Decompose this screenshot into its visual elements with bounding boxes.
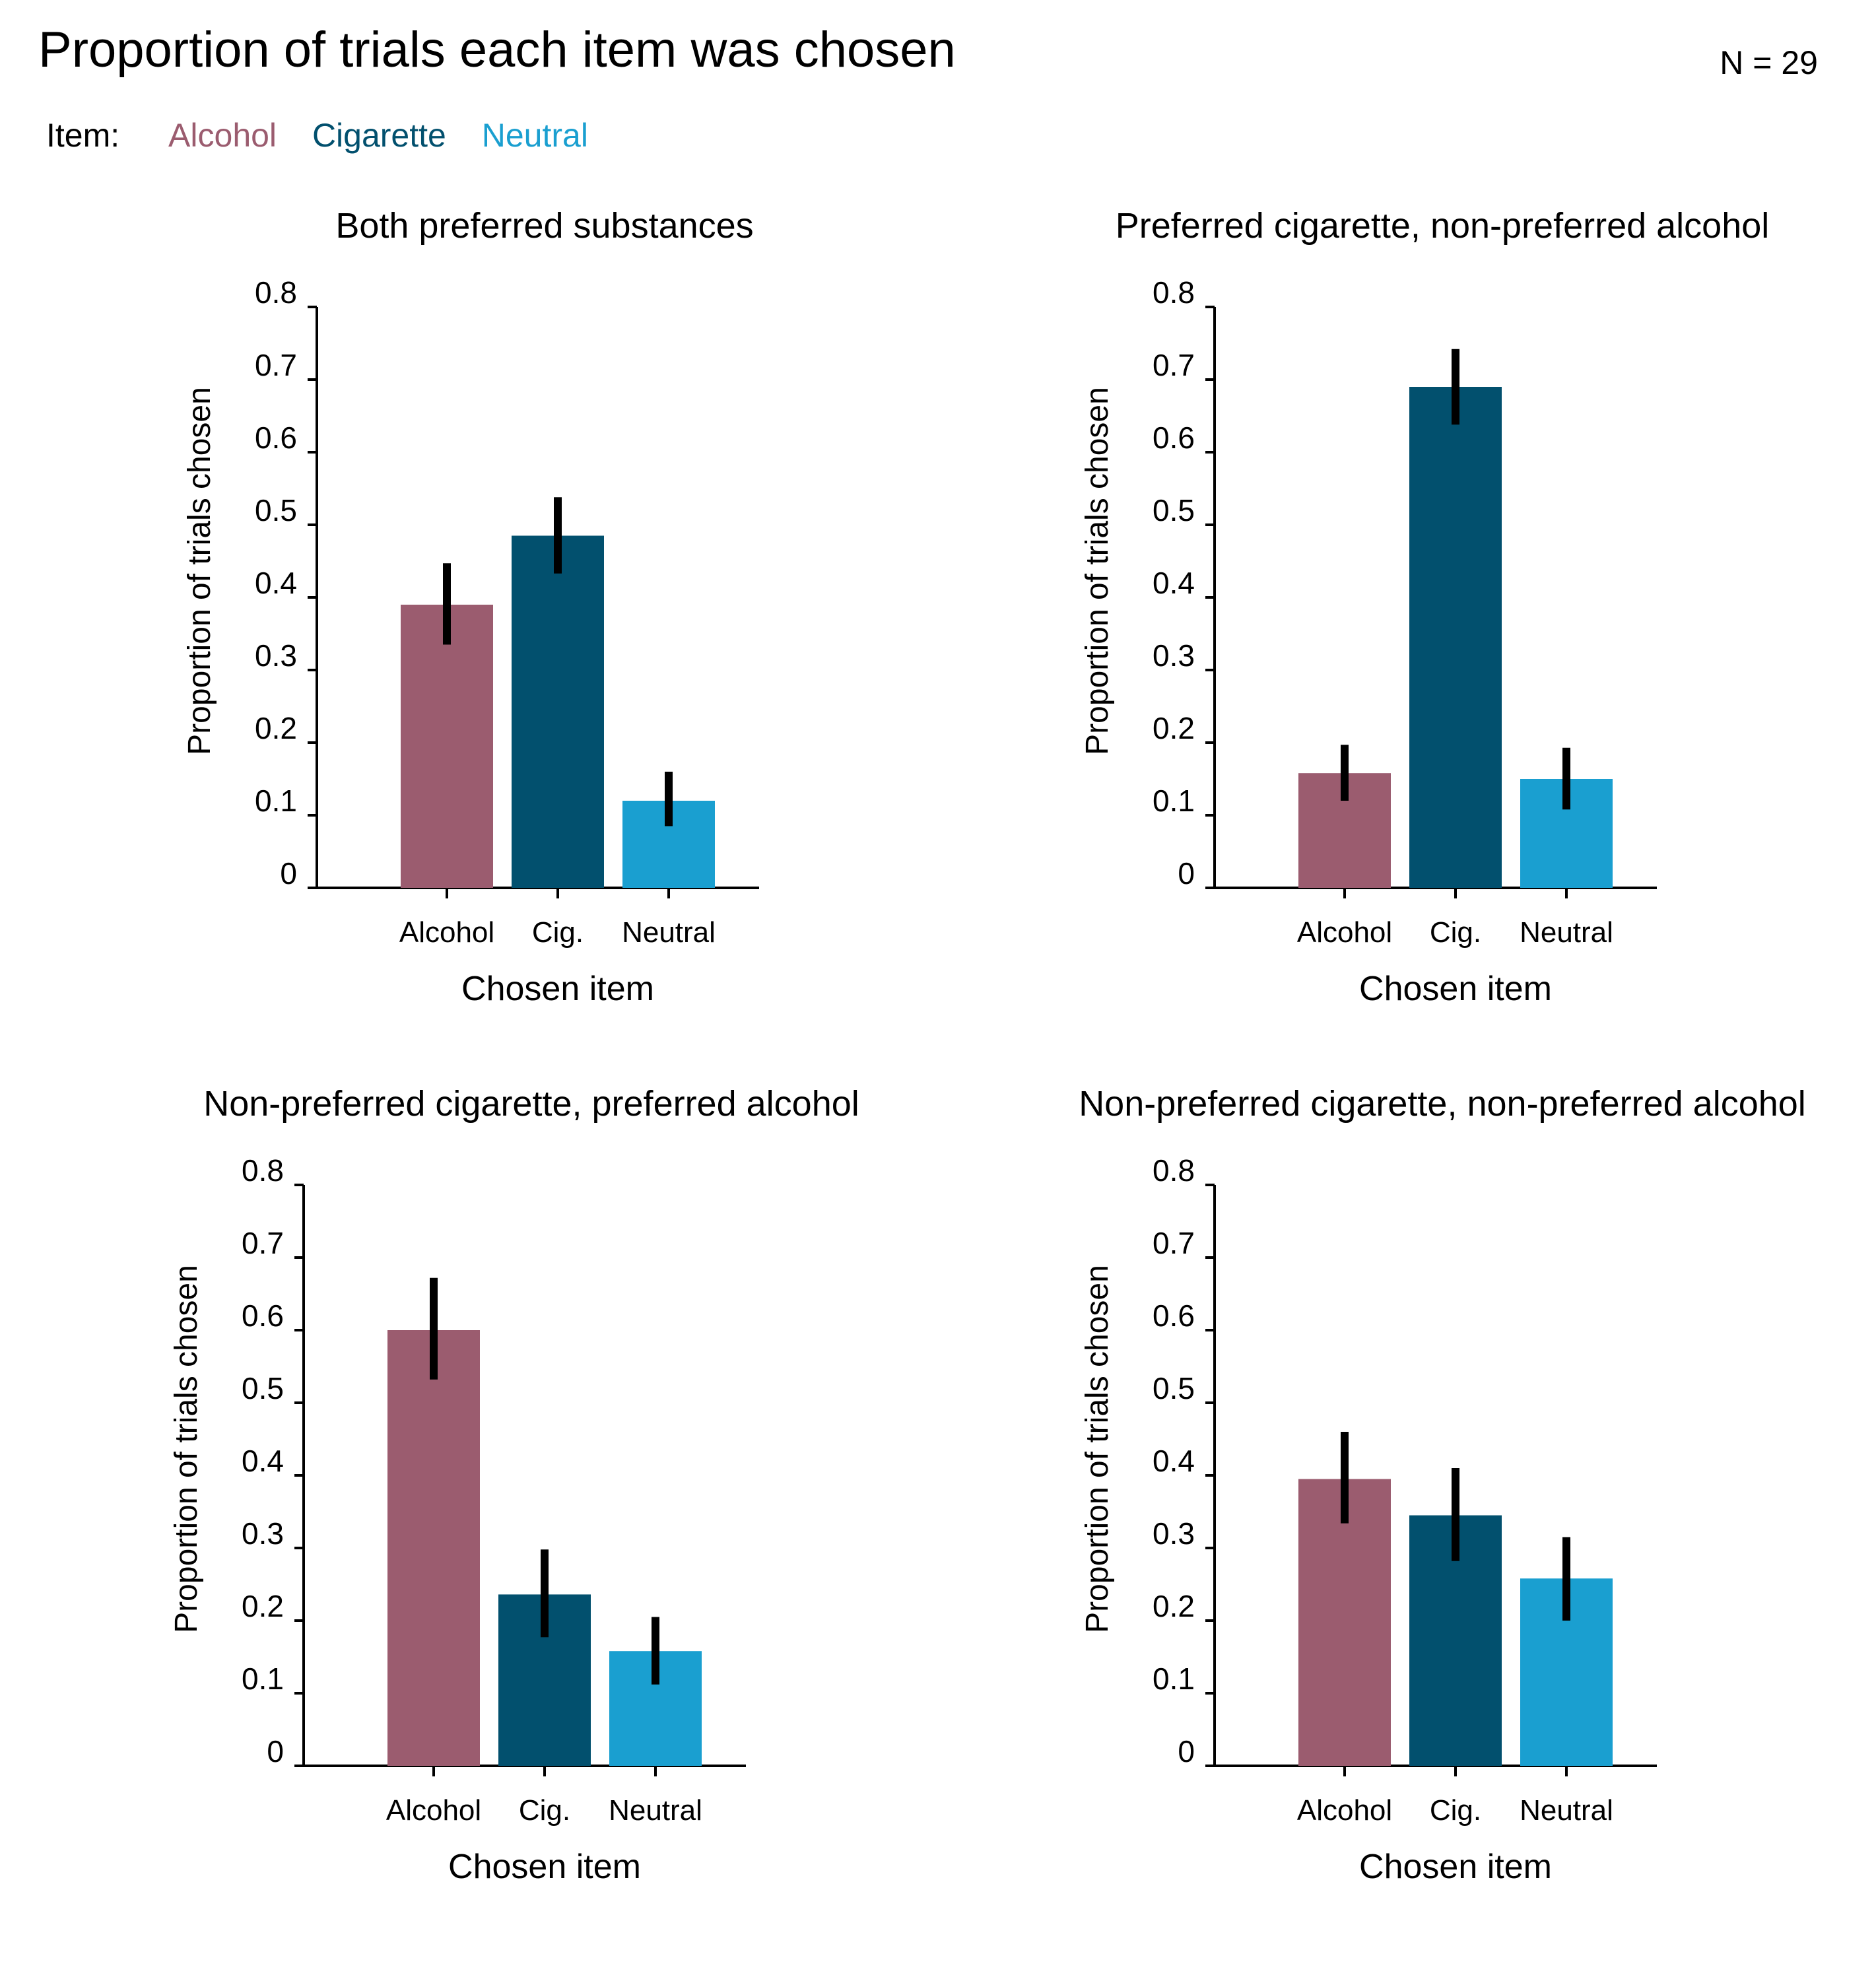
x-tick-label: Cig.: [1430, 1794, 1481, 1827]
y-tick-label: 0.7: [242, 1226, 284, 1260]
y-tick-label: 0: [280, 856, 297, 891]
y-tick-label: 0.3: [1153, 1516, 1195, 1551]
x-axis-label: Chosen item: [1359, 1848, 1552, 1886]
y-tick-label: 0.1: [255, 784, 297, 818]
x-axis-label: Chosen item: [461, 970, 654, 1008]
y-tick-label: 0.5: [1153, 493, 1195, 527]
y-axis-label: Proportion of trials chosen: [169, 1265, 204, 1633]
chart-panel-neither-preferred: Non-preferred cigarette, non-preferred a…: [1079, 1084, 1806, 1886]
y-tick-label: 0.6: [1153, 1298, 1195, 1333]
y-tick-label: 0: [1178, 856, 1195, 891]
y-tick-label: 0.3: [242, 1516, 284, 1551]
y-axis-label: Proportion of trials chosen: [1080, 1265, 1115, 1633]
x-tick-label: Alcohol: [399, 916, 494, 949]
y-tick-label: 0.6: [1153, 421, 1195, 455]
y-tick-label: 0: [267, 1734, 284, 1768]
panel-title: Non-preferred cigarette, preferred alcoh…: [203, 1084, 859, 1124]
y-tick-label: 0.1: [242, 1662, 284, 1696]
legend-title: Item:: [46, 117, 120, 154]
y-tick-label: 0.5: [255, 493, 297, 527]
y-tick-label: 0.2: [255, 711, 297, 745]
legend-item-neutral: Neutral: [481, 117, 588, 154]
bar-cig: [512, 535, 604, 888]
x-axis-label: Chosen item: [1359, 970, 1552, 1008]
y-tick-label: 0.4: [255, 566, 297, 600]
x-tick-label: Neutral: [1520, 1794, 1613, 1827]
legend-item-cigarette: Cigarette: [312, 117, 446, 154]
bar-alcohol: [1298, 1479, 1391, 1766]
y-tick-label: 0.2: [242, 1589, 284, 1623]
chart-panel-both-preferred: Both preferred substances 0 0.1 0.2 0.3 0.4 0.…: [182, 206, 759, 1008]
x-tick-label: Cig.: [1430, 916, 1481, 949]
x-tick-label: Neutral: [609, 1794, 702, 1827]
bar-alcohol: [401, 605, 493, 888]
y-axis-label: Proportion of trials chosen: [1080, 387, 1115, 755]
y-tick-label: 0.2: [1153, 1589, 1195, 1623]
x-tick-label: Cig.: [532, 916, 584, 949]
chart-panel-preferred-alcohol: Non-preferred cigarette, preferred alcoh…: [169, 1084, 859, 1886]
y-tick-label: 0.8: [255, 275, 297, 310]
y-tick-label: 0.5: [242, 1371, 284, 1405]
legend: Item: Alcohol Cigarette Neutral: [46, 119, 615, 152]
x-tick-label: Alcohol: [1297, 1794, 1392, 1827]
y-tick-label: 0.1: [1153, 1662, 1195, 1696]
y-tick-label: 0: [1178, 1734, 1195, 1768]
y-tick-label: 0.4: [1153, 1444, 1195, 1478]
bar-cig: [1409, 387, 1502, 888]
figure-title: Proportion of trials each item was chose…: [38, 22, 956, 78]
panel-title: Both preferred substances: [335, 206, 753, 246]
x-tick-label: Alcohol: [386, 1794, 481, 1827]
x-axis-label: Chosen item: [448, 1848, 641, 1886]
panel-title: Preferred cigarette, non-preferred alcoh…: [1116, 206, 1770, 246]
y-tick-label: 0.1: [1153, 784, 1195, 818]
bar-alcohol: [387, 1330, 480, 1766]
y-tick-label: 0.7: [255, 348, 297, 382]
y-tick-label: 0.7: [1153, 1226, 1195, 1260]
x-tick-label: Neutral: [1520, 916, 1613, 949]
y-axis-label: Proportion of trials chosen: [182, 387, 217, 755]
y-tick-label: 0.8: [1153, 1153, 1195, 1188]
y-tick-label: 0.4: [242, 1444, 284, 1478]
y-tick-label: 0.3: [1153, 638, 1195, 673]
y-tick-label: 0.8: [242, 1153, 284, 1188]
legend-item-alcohol: Alcohol: [168, 117, 277, 154]
sample-size-label: N = 29: [1720, 44, 1818, 81]
y-tick-label: 0.8: [1153, 275, 1195, 310]
chart-panel-preferred-cigarette: Preferred cigarette, non-preferred alcoh…: [1080, 206, 1770, 1008]
y-tick-label: 0.6: [255, 421, 297, 455]
y-tick-label: 0.6: [242, 1298, 284, 1333]
panel-title: Non-preferred cigarette, non-preferred a…: [1079, 1084, 1806, 1124]
x-tick-label: Cig.: [519, 1794, 570, 1827]
y-tick-label: 0.5: [1153, 1371, 1195, 1405]
x-tick-label: Neutral: [622, 916, 716, 949]
y-tick-label: 0.3: [255, 638, 297, 673]
y-tick-label: 0.7: [1153, 348, 1195, 382]
x-tick-label: Alcohol: [1297, 916, 1392, 949]
y-tick-label: 0.4: [1153, 566, 1195, 600]
y-tick-label: 0.2: [1153, 711, 1195, 745]
